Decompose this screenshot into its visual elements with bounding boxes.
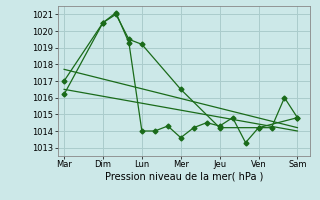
X-axis label: Pression niveau de la mer( hPa ): Pression niveau de la mer( hPa ) xyxy=(105,172,263,182)
